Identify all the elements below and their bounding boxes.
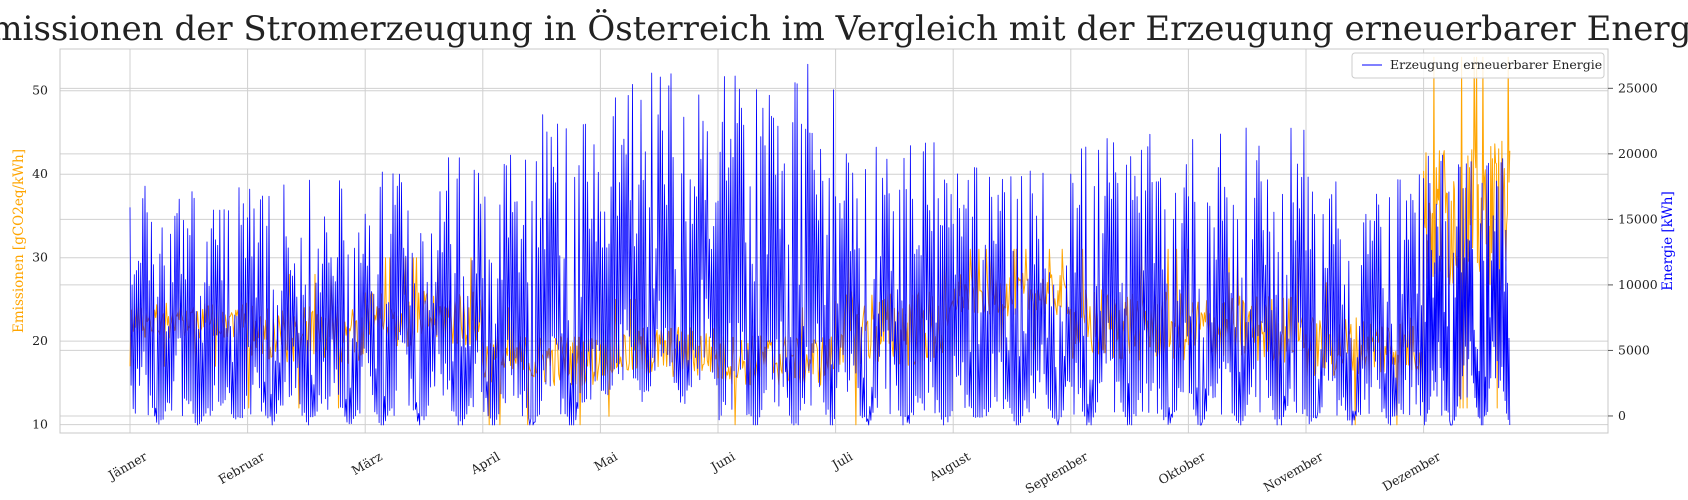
legend-label: Erzeugung erneuerbarer Energie	[1390, 57, 1602, 72]
x-tick-label: Oktober	[1156, 449, 1208, 488]
x-tick-label: März	[349, 448, 385, 478]
y-left-tick-label: 50	[32, 83, 48, 98]
x-tick-label: Dezember	[1380, 449, 1443, 494]
series-line-energy	[129, 63, 1511, 426]
y-left-tick-label: 10	[32, 417, 48, 432]
y-right-tick-label: 15000	[1618, 211, 1658, 226]
x-ticks: Jänner Februar März April Mai Juni Juli August S…	[104, 448, 1443, 496]
chart-title: Emissionen der Stromerzeugung in Österre…	[0, 8, 1688, 49]
y-right-ticks: 0 5000 10000 15000 20000 25000	[1608, 80, 1658, 423]
y-right-tick-label: 10000	[1618, 277, 1658, 292]
y-right-tick-label: 5000	[1618, 342, 1650, 357]
y-left-axis-label: Emissionen [gCO2eq/kWh]	[11, 149, 27, 333]
x-tick-label: August	[926, 449, 973, 485]
y-left-ticks: 10 20 30 40 50	[32, 83, 48, 432]
series-layer	[129, 56, 1511, 426]
x-tick-label: September	[1023, 449, 1091, 497]
y-right-tick-label: 25000	[1618, 80, 1658, 95]
x-tick-label: Jänner	[104, 449, 150, 484]
y-left-tick-label: 30	[32, 250, 48, 265]
y-right-tick-label: 20000	[1618, 146, 1658, 161]
legend: Erzeugung erneuerbarer Energie	[1351, 52, 1605, 79]
x-tick-label: Juni	[707, 449, 738, 476]
x-tick-label: April	[467, 449, 502, 478]
y-right-tick-label: 0	[1618, 408, 1626, 423]
x-tick-label: Mai	[591, 449, 620, 474]
y-left-tick-label: 40	[32, 166, 48, 181]
plot-frame	[59, 48, 1609, 434]
x-tick-label: Februar	[216, 449, 268, 487]
y-left-tick-label: 20	[32, 333, 48, 348]
x-tick-label: November	[1261, 449, 1326, 495]
legend-box	[1351, 52, 1605, 79]
y-right-axis-label: Energie [kWh]	[1660, 191, 1676, 291]
x-tick-label: Juli	[828, 449, 855, 474]
